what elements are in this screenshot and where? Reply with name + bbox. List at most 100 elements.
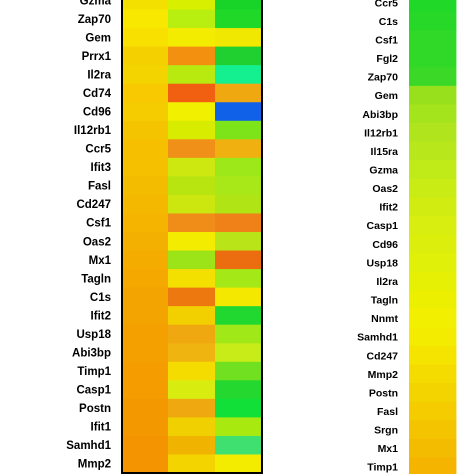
row-label: Postn xyxy=(79,403,111,415)
heatmap-cell xyxy=(215,120,263,140)
heatmap-cell xyxy=(168,157,216,177)
heatmap-cell xyxy=(168,435,216,455)
heatmap-cell xyxy=(409,327,457,347)
heatmap-cell xyxy=(409,30,457,50)
heatmap-cell xyxy=(122,343,169,363)
heatmap-cell xyxy=(168,380,216,400)
heatmap-cell xyxy=(215,83,263,103)
row-label: Gem xyxy=(85,32,111,44)
heatmap-cell xyxy=(409,364,457,384)
heatmap-cell xyxy=(168,139,216,159)
heatmap-cell xyxy=(122,157,169,177)
row-label: Ccr5 xyxy=(85,144,111,156)
heatmap-cell xyxy=(122,28,169,48)
heatmap-cell xyxy=(215,213,263,233)
row-label: Csf1 xyxy=(86,218,112,230)
heatmap-cell xyxy=(409,253,457,273)
heatmap-cell xyxy=(122,83,169,103)
row-label: Abi3bp xyxy=(72,348,111,360)
row-label: Il2ra xyxy=(87,69,111,81)
heatmap-cell xyxy=(168,194,216,214)
heatmap-cell xyxy=(122,194,169,214)
heatmap-cell xyxy=(122,435,169,455)
heatmap-cell xyxy=(168,250,216,270)
row-label: Ifit2 xyxy=(379,202,398,214)
row-label: Abi3bp xyxy=(362,109,398,121)
row-label: Gzma xyxy=(369,164,398,176)
row-label: Nnmt xyxy=(371,313,398,325)
heatmap-cell xyxy=(122,102,169,122)
heatmap-cell xyxy=(409,48,457,68)
row-label: Cd96 xyxy=(83,107,111,119)
row-label: Prrx1 xyxy=(82,51,112,63)
heatmap-cell xyxy=(168,28,216,48)
heatmap-cell xyxy=(215,398,263,418)
heatmap-cell xyxy=(215,343,263,363)
row-label: Cd96 xyxy=(372,239,398,251)
heatmap-cell xyxy=(215,0,263,10)
heatmap-cell xyxy=(215,46,263,66)
heatmap-cell xyxy=(215,28,263,48)
heatmap-cell xyxy=(215,269,263,289)
heatmap-cell xyxy=(168,343,216,363)
heatmap-cell xyxy=(122,232,169,251)
row-label: Casp1 xyxy=(76,385,111,397)
row-label: Fasl xyxy=(88,181,111,193)
heatmap-cell xyxy=(215,65,263,85)
row-label: Il2ra xyxy=(376,276,398,288)
heatmap-cell xyxy=(168,0,216,10)
heatmap-cell xyxy=(409,104,457,124)
row-label: Tagln xyxy=(81,273,111,285)
heatmap-cell xyxy=(215,250,263,270)
row-label: Samhd1 xyxy=(357,332,398,344)
row-label: Ccr5 xyxy=(375,0,399,9)
heatmap-cell xyxy=(215,139,263,159)
heatmap-cell xyxy=(168,65,216,85)
heatmap-cell xyxy=(168,324,216,344)
left-heatmap: Gzma Zap70 Gem Prrx1 Il2ra Cd74 Cd96 Il12rb1 Ccr… xyxy=(66,0,263,474)
heatmap-cell xyxy=(409,67,457,87)
row-label: Fgl2 xyxy=(376,53,398,65)
heatmap-cell xyxy=(409,85,457,105)
heatmap-cell xyxy=(168,120,216,140)
row-label: Ifit3 xyxy=(91,162,111,174)
heatmap-cell xyxy=(122,46,169,66)
row-label: Il12rb1 xyxy=(74,125,112,137)
row-label: Oas2 xyxy=(372,183,398,195)
heatmap-cell xyxy=(122,269,169,289)
row-label: Mmp2 xyxy=(368,369,398,381)
heatmap-cell xyxy=(215,102,263,122)
heatmap-cell xyxy=(168,417,216,437)
heatmap-cell xyxy=(122,417,169,437)
row-label: Casp1 xyxy=(366,220,398,232)
row-label: Mx1 xyxy=(378,443,399,455)
heatmap-cell xyxy=(168,398,216,418)
heatmap-cell xyxy=(409,271,457,291)
heatmap-cell xyxy=(122,0,169,10)
heatmap-cell xyxy=(215,232,263,251)
heatmap-cell xyxy=(215,454,263,474)
row-label: Ifit1 xyxy=(91,422,112,434)
heatmap-cell xyxy=(409,197,457,217)
heatmap-cell xyxy=(409,160,457,180)
heatmap-cell xyxy=(409,457,457,474)
heatmap-cell xyxy=(122,9,169,29)
heatmap-cell xyxy=(168,287,216,307)
heatmap-cell xyxy=(122,306,169,326)
row-label: Ifit2 xyxy=(91,310,111,322)
heatmap-cell xyxy=(409,308,457,328)
heatmap-cell xyxy=(215,176,263,196)
heatmap-cell xyxy=(122,398,169,418)
heatmap-cell xyxy=(122,213,169,233)
heatmap-cell xyxy=(215,194,263,214)
heatmap-cell xyxy=(122,287,169,307)
row-label: Gem xyxy=(375,90,398,102)
row-label: Oas2 xyxy=(83,236,111,248)
heatmap-cell xyxy=(168,232,216,251)
heatmap-cell xyxy=(409,0,457,12)
heatmap-cell xyxy=(215,9,263,29)
row-label: Fasl xyxy=(377,406,398,418)
row-label: C1s xyxy=(379,16,398,28)
row-label: Zap70 xyxy=(78,14,111,26)
heatmap-cell xyxy=(409,215,457,235)
